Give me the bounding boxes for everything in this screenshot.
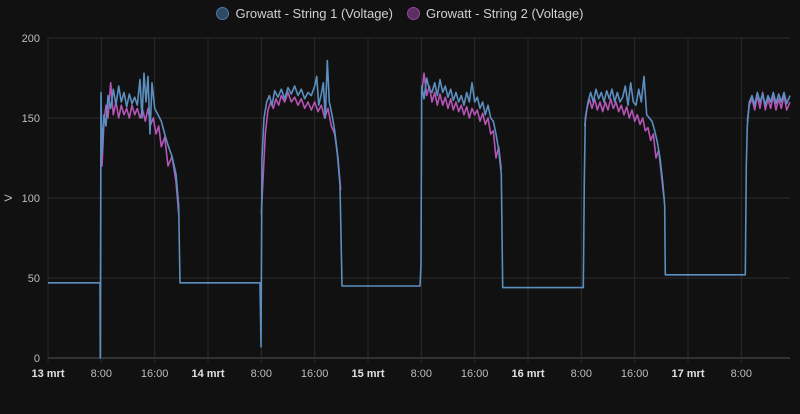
x-tick-label: 8:00 bbox=[731, 368, 752, 380]
x-tick-label: 14 mrt bbox=[191, 368, 224, 380]
axes: 0 50 100 150 200 13 mrt 8:00 16:00 14 mrt 8:00 16:… bbox=[3, 33, 752, 380]
legend-swatch-string-2 bbox=[407, 7, 420, 20]
legend-item-string-1[interactable]: Growatt - String 1 (Voltage) bbox=[216, 6, 393, 21]
x-tick-label: 8:00 bbox=[251, 368, 272, 380]
y-axis-label: V bbox=[3, 194, 15, 202]
series-line-string-2 bbox=[100, 72, 791, 215]
x-tick-label: 16 mrt bbox=[511, 368, 544, 380]
chart-legend: Growatt - String 1 (Voltage) Growatt - S… bbox=[0, 6, 800, 21]
grid bbox=[47, 37, 790, 362]
x-tick-label: 16:00 bbox=[621, 368, 649, 380]
x-tick-label: 8:00 bbox=[91, 368, 112, 380]
series-line-string-1 bbox=[48, 59, 791, 359]
legend-swatch-string-1 bbox=[216, 7, 230, 20]
legend-label-string-2: Growatt - String 2 (Voltage) bbox=[426, 6, 584, 21]
legend-item-string-2[interactable]: Growatt - String 2 (Voltage) bbox=[407, 6, 584, 21]
x-tick-label: 16:00 bbox=[461, 368, 489, 380]
y-tick-label: 0 bbox=[34, 353, 40, 365]
y-tick-label: 150 bbox=[22, 113, 40, 125]
x-tick-label: 8:00 bbox=[411, 368, 432, 380]
series-lines bbox=[48, 59, 791, 359]
x-tick-label: 8:00 bbox=[571, 368, 592, 380]
y-tick-label: 100 bbox=[22, 193, 40, 205]
x-tick-label: 15 mrt bbox=[351, 368, 384, 380]
x-tick-label: 16:00 bbox=[301, 368, 329, 380]
y-tick-label: 200 bbox=[22, 33, 40, 45]
legend-label-string-1: Growatt - String 1 (Voltage) bbox=[235, 6, 393, 21]
x-tick-label: 13 mrt bbox=[31, 368, 64, 380]
x-tick-label: 16:00 bbox=[141, 368, 169, 380]
x-tick-label: 17 mrt bbox=[671, 368, 704, 380]
y-tick-label: 50 bbox=[28, 273, 40, 285]
